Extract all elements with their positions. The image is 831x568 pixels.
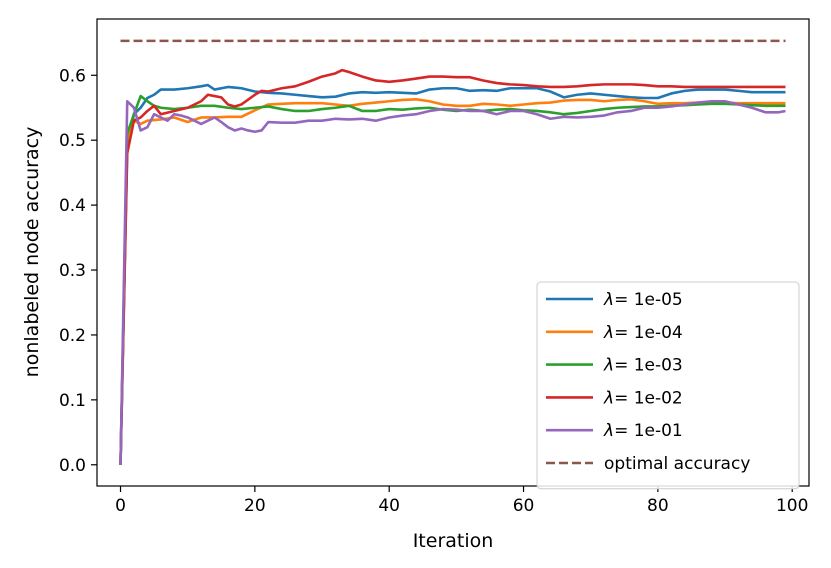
legend-lambda: λ [603, 421, 614, 441]
legend-box [536, 281, 800, 490]
legend-value: = 1e-02 [614, 388, 683, 408]
x-tick-label: 100 [776, 496, 808, 516]
legend: λ= 1e-05λ= 1e-04λ= 1e-03λ= 1e-02λ= 1e-01… [536, 281, 800, 490]
legend-value: = 1e-03 [614, 356, 683, 376]
legend-value: = 1e-04 [614, 323, 683, 343]
x-tick-label: 20 [244, 496, 266, 516]
x-axis-label: Iteration [413, 530, 494, 552]
legend-label: λ= 1e-01 [603, 421, 683, 441]
y-tick-label: 0.6 [59, 66, 86, 86]
legend-lambda: λ [603, 356, 614, 376]
legend-lambda: λ [603, 290, 614, 310]
legend-label: λ= 1e-02 [603, 388, 683, 408]
y-axis-ticks: 0.0 0.1 0.2 0.3 0.4 0.5 0.6 [59, 66, 97, 476]
legend-value: = 1e-01 [614, 421, 683, 441]
legend-lambda: λ [603, 323, 614, 343]
legend-value: optimal accuracy [604, 454, 750, 474]
x-tick-label: 40 [378, 496, 400, 516]
series-line-4 [119, 99, 786, 465]
y-tick-label: 0.5 [59, 131, 86, 151]
x-tick-label: 60 [513, 496, 535, 516]
legend-label: optimal accuracy [604, 454, 750, 474]
y-tick-label: 0.4 [59, 196, 86, 216]
series-line-1 [119, 98, 786, 465]
legend-label: λ= 1e-04 [603, 323, 683, 343]
y-tick-label: 0.1 [59, 391, 86, 411]
series-layer [119, 39, 786, 465]
legend-label: λ= 1e-03 [603, 356, 683, 376]
y-tick-label: 0.2 [59, 326, 86, 346]
legend-value: = 1e-05 [614, 290, 683, 310]
plot-frame [96, 18, 810, 487]
x-tick-label: 80 [647, 496, 669, 516]
series-line-0 [119, 83, 786, 465]
series-line-3 [119, 68, 786, 465]
y-axis-label: nonlabeled node accuracy [21, 127, 43, 378]
y-tick-label: 0.3 [59, 261, 86, 281]
legend-lambda: λ [603, 388, 614, 408]
y-tick-label: 0.0 [59, 456, 86, 476]
x-tick-label: 0 [115, 496, 126, 516]
legend-label: λ= 1e-05 [603, 290, 683, 310]
